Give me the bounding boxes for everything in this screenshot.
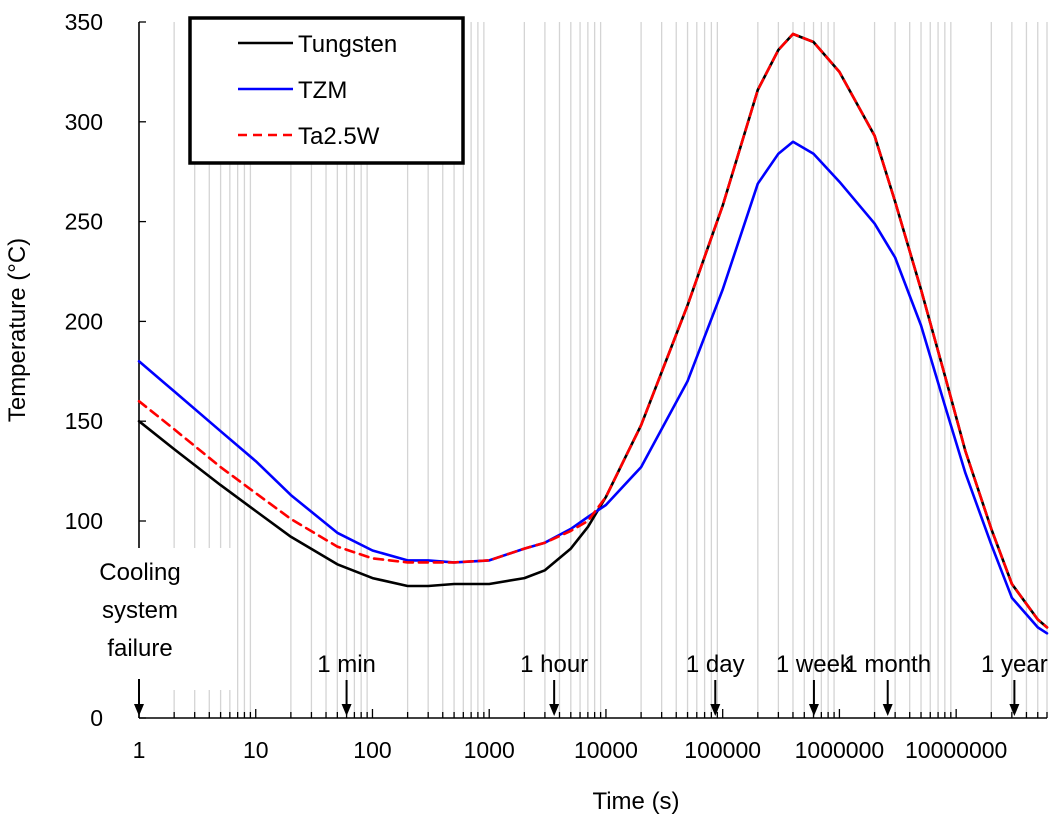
legend: Tungsten TZM Ta2.5W <box>188 16 465 165</box>
y-tick-label: 200 <box>65 308 103 334</box>
annotation-label: failure <box>107 635 172 662</box>
y-tick-label: 350 <box>65 9 103 35</box>
x-tick-label: 100000 <box>684 737 761 763</box>
x-tick-label: 1000000 <box>795 737 885 763</box>
x-tick-label: 10000000 <box>905 737 1007 763</box>
x-axis-title: Time (s) <box>592 788 679 815</box>
annotation-label: 1 month <box>844 651 931 678</box>
x-tick-label: 10 <box>243 737 269 763</box>
x-tick-label: 10000 <box>574 737 638 763</box>
series-line-ta2-5w <box>137 32 1049 629</box>
y-tick-label: 250 <box>65 209 103 235</box>
x-tick-label: 1000 <box>464 737 515 763</box>
y-tick-label: 150 <box>65 408 103 434</box>
annotation-label: 1 week <box>776 651 853 678</box>
annotation-label: 1 min <box>317 651 376 678</box>
annotation-arrowhead <box>1009 704 1020 716</box>
time-annotations: Cooling system failure 1 min 1 hour 1 day 1 we… <box>99 559 1048 716</box>
y-tick-label: 100 <box>65 508 103 534</box>
annotation-arrowhead <box>808 704 819 716</box>
annotation-label: system <box>102 597 178 624</box>
x-tick-label: 1 <box>133 737 146 763</box>
legend-label: Ta2.5W <box>298 123 380 150</box>
annotation-arrowhead <box>549 704 560 716</box>
legend-label: Tungsten <box>298 31 397 58</box>
series-line-tzm <box>137 140 1049 635</box>
annotation-arrowhead <box>341 704 352 716</box>
annotation-label: 1 hour <box>520 651 588 678</box>
annotation-label: 1 day <box>686 651 745 678</box>
x-tick-label: 100 <box>353 737 391 763</box>
legend-label: TZM <box>298 77 347 104</box>
legend-box <box>188 16 465 165</box>
annotation-arrowhead <box>710 704 721 716</box>
annotation-label: 1 year <box>981 651 1048 678</box>
y-axis-title: Temperature (°C) <box>4 238 31 422</box>
annotation-label: Cooling <box>99 559 180 586</box>
y-tick-label: 0 <box>90 705 103 731</box>
y-tick-label: 300 <box>65 109 103 135</box>
annotation-arrowhead <box>882 704 893 716</box>
axis-break-mask <box>136 548 236 690</box>
annotation-arrowhead <box>134 704 144 716</box>
